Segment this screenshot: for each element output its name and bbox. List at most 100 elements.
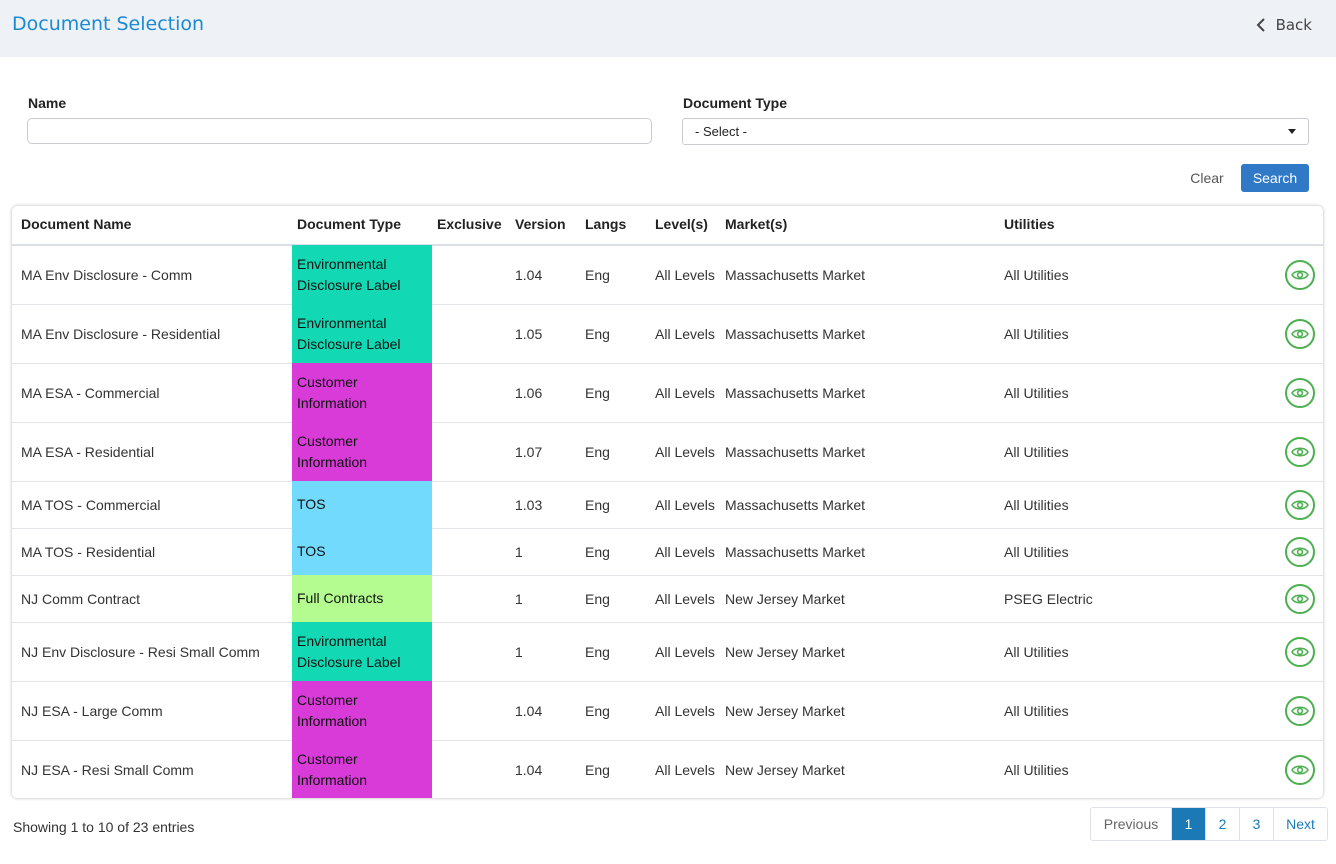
- document-type-line: Customer: [297, 432, 358, 449]
- view-document-button[interactable]: [1285, 318, 1315, 349]
- cell-document-name: MA TOS - Residential: [21, 543, 156, 560]
- pagination-page-1[interactable]: 1: [1171, 808, 1205, 840]
- table-row: NJ ESA - Resi Small Comm Customer Informat…: [12, 740, 1323, 798]
- document-type-line: Disclosure Label: [297, 653, 401, 670]
- col-document-name[interactable]: Document Name: [21, 216, 132, 232]
- cell-utilities: All Utilities: [1004, 643, 1069, 660]
- col-markets[interactable]: Market(s): [725, 216, 788, 232]
- cell-markets: Massachusetts Market: [725, 384, 866, 401]
- document-type-line: Information: [297, 453, 368, 470]
- cell-document-type: Environmental Disclosure Label: [292, 622, 432, 681]
- cell-utilities: All Utilities: [1004, 702, 1069, 719]
- eye-icon: [1291, 269, 1309, 280]
- document-type-line: TOS: [297, 543, 326, 559]
- pagination-page-2[interactable]: 2: [1205, 808, 1239, 840]
- col-utilities[interactable]: Utilities: [1004, 216, 1055, 232]
- cell-version: 1.05: [515, 325, 543, 342]
- cell-markets: Massachusetts Market: [725, 543, 866, 560]
- document-type-selected: - Select -: [695, 124, 748, 139]
- cell-utilities: All Utilities: [1004, 761, 1069, 778]
- table-row: MA Env Disclosure - Residential Environme…: [12, 304, 1323, 364]
- cell-markets: Massachusetts Market: [725, 325, 866, 342]
- caret-down-icon: [1288, 129, 1296, 134]
- clear-button[interactable]: Clear: [1190, 170, 1224, 186]
- cell-langs: Eng: [585, 443, 610, 460]
- table-row: NJ ESA - Large Comm Customer Information 1.…: [12, 681, 1323, 741]
- col-langs[interactable]: Langs: [585, 216, 627, 232]
- page-title: Document Selection: [12, 13, 205, 35]
- cell-document-type: Full Contracts: [292, 575, 432, 622]
- cell-document-name: MA ESA - Commercial: [21, 384, 160, 401]
- document-type-line: Customer: [297, 691, 358, 708]
- cell-markets: New Jersey Market: [725, 761, 845, 778]
- cell-document-name: NJ Env Disclosure - Resi Small Comm: [21, 643, 260, 660]
- view-document-button[interactable]: [1285, 436, 1315, 467]
- view-document-button[interactable]: [1285, 377, 1315, 408]
- col-levels[interactable]: Level(s): [655, 216, 708, 232]
- cell-langs: Eng: [585, 590, 610, 607]
- view-document-button[interactable]: [1285, 636, 1315, 667]
- view-document-button[interactable]: [1285, 695, 1315, 726]
- table-row: MA ESA - Residential Customer Information 1…: [12, 422, 1323, 482]
- cell-utilities: All Utilities: [1004, 496, 1069, 513]
- document-type-line: Information: [297, 394, 368, 411]
- cell-markets: New Jersey Market: [725, 643, 845, 660]
- cell-document-name: NJ ESA - Resi Small Comm: [21, 761, 194, 778]
- document-type-line: Customer: [297, 373, 358, 390]
- document-type-line: Disclosure Label: [297, 276, 401, 293]
- cell-levels: All Levels: [655, 702, 715, 719]
- document-type-line: Information: [297, 712, 368, 729]
- view-document-button[interactable]: [1285, 259, 1315, 290]
- document-type-line: TOS: [297, 496, 326, 512]
- cell-document-name: MA TOS - Commercial: [21, 496, 161, 513]
- table-info: Showing 1 to 10 of 23 entries: [13, 819, 195, 835]
- cell-langs: Eng: [585, 496, 610, 513]
- cell-levels: All Levels: [655, 761, 715, 778]
- cell-document-type: Environmental Disclosure Label: [292, 304, 432, 363]
- pagination-page-3[interactable]: 3: [1239, 808, 1273, 840]
- eye-icon: [1291, 546, 1309, 557]
- document-type-select[interactable]: - Select -: [682, 118, 1309, 145]
- eye-icon: [1291, 499, 1309, 510]
- eye-icon: [1291, 646, 1309, 657]
- search-button[interactable]: Search: [1241, 164, 1309, 192]
- cell-langs: Eng: [585, 266, 610, 283]
- cell-version: 1.03: [515, 496, 543, 513]
- document-type-line: Full Contracts: [297, 590, 384, 606]
- document-type-line: Customer: [297, 750, 358, 767]
- cell-document-type: Customer Information: [292, 681, 432, 740]
- cell-document-name: NJ ESA - Large Comm: [21, 702, 163, 719]
- cell-version: 1.07: [515, 443, 543, 460]
- page-header: Document Selection Back: [0, 0, 1336, 57]
- cell-langs: Eng: [585, 543, 610, 560]
- cell-levels: All Levels: [655, 496, 715, 513]
- col-document-type[interactable]: Document Type: [297, 216, 401, 232]
- cell-version: 1.04: [515, 266, 543, 283]
- col-version[interactable]: Version: [515, 216, 566, 232]
- cell-version: 1.06: [515, 384, 543, 401]
- table-row: MA TOS - Residential TOS 1 Eng All Levels Mas…: [12, 528, 1323, 576]
- view-document-button[interactable]: [1285, 583, 1315, 614]
- pagination-next[interactable]: Next: [1273, 808, 1327, 840]
- cell-levels: All Levels: [655, 590, 715, 607]
- cell-langs: Eng: [585, 761, 610, 778]
- cell-document-name: MA ESA - Residential: [21, 443, 155, 460]
- table-row: MA ESA - Commercial Customer Information 1.…: [12, 363, 1323, 423]
- table-row: MA TOS - Commercial TOS 1.03 Eng All Levels M…: [12, 481, 1323, 529]
- pagination-previous[interactable]: Previous: [1103, 816, 1159, 832]
- cell-markets: Massachusetts Market: [725, 266, 866, 283]
- cell-markets: New Jersey Market: [725, 702, 845, 719]
- cell-version: 1: [515, 643, 523, 660]
- eye-icon: [1291, 764, 1309, 775]
- eye-icon: [1291, 387, 1309, 398]
- view-document-button[interactable]: [1285, 489, 1315, 520]
- view-document-button[interactable]: [1285, 754, 1315, 785]
- document-type-line: Environmental: [297, 255, 387, 272]
- cell-utilities: All Utilities: [1004, 443, 1069, 460]
- name-input[interactable]: [27, 118, 652, 144]
- col-exclusive[interactable]: Exclusive: [437, 216, 502, 232]
- view-document-button[interactable]: [1285, 536, 1315, 567]
- back-button[interactable]: Back: [1256, 16, 1312, 34]
- eye-icon: [1291, 446, 1309, 457]
- table-row: NJ Comm Contract Full Contracts 1 Eng All Le…: [12, 575, 1323, 623]
